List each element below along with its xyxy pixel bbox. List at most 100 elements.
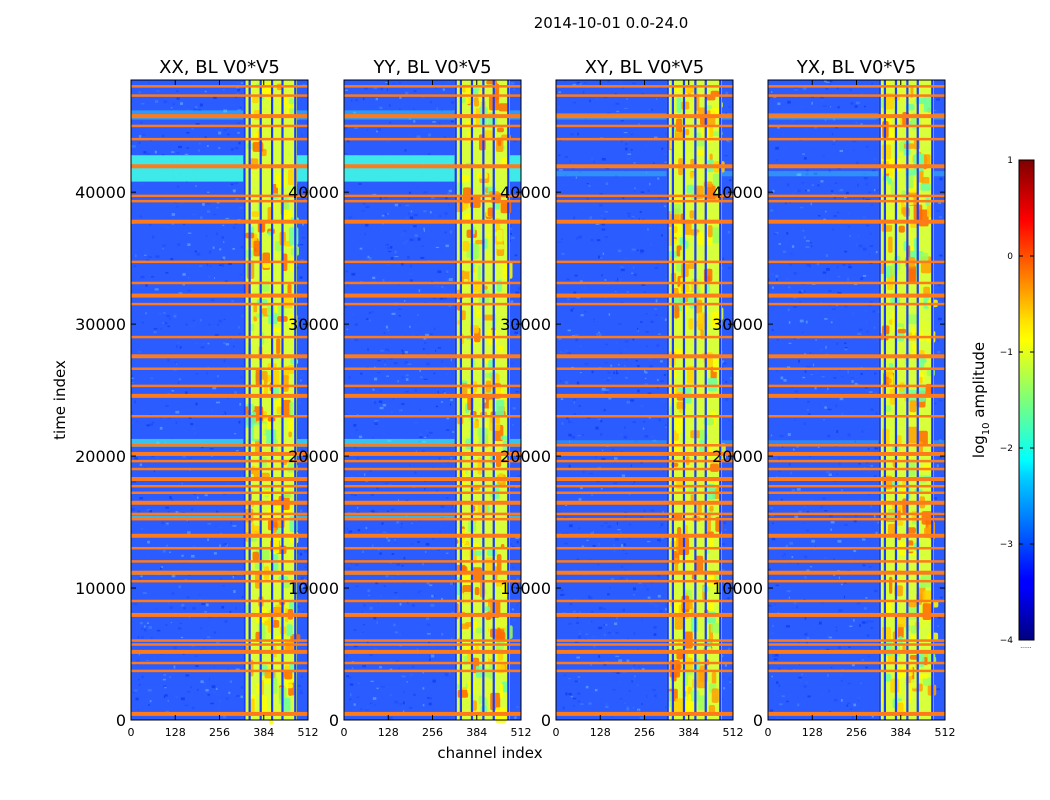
noise-speck bbox=[423, 378, 428, 380]
noise-speck bbox=[828, 689, 830, 693]
noise-speck bbox=[563, 674, 567, 676]
noise-speck bbox=[297, 606, 300, 609]
noise-speck bbox=[206, 234, 209, 238]
noise-speck bbox=[653, 602, 655, 606]
noise-speck bbox=[171, 390, 175, 392]
noise-speck bbox=[212, 386, 217, 390]
noise-speck bbox=[875, 251, 878, 254]
noise-speck bbox=[665, 608, 668, 611]
noise-speck bbox=[781, 695, 785, 698]
noise-speck bbox=[345, 413, 348, 416]
noise-speck bbox=[377, 128, 381, 132]
noise-speck bbox=[230, 521, 232, 525]
noise-speck bbox=[838, 576, 841, 580]
noise-speck bbox=[141, 528, 143, 530]
band-blob bbox=[888, 362, 894, 368]
noise-speck bbox=[137, 636, 139, 639]
noise-speck bbox=[512, 198, 516, 200]
noise-speck bbox=[405, 646, 407, 649]
noise-speck bbox=[832, 139, 837, 142]
channel-gap bbox=[883, 80, 887, 720]
noise-speck bbox=[145, 283, 148, 287]
noise-speck bbox=[398, 633, 403, 636]
noise-speck bbox=[216, 374, 220, 378]
noise-speck bbox=[366, 129, 369, 131]
noise-speck bbox=[873, 514, 876, 518]
noise-speck bbox=[170, 258, 174, 261]
noise-speck bbox=[806, 529, 810, 532]
noise-speck bbox=[156, 629, 161, 632]
noise-speck bbox=[607, 632, 612, 634]
noise-speck bbox=[167, 417, 172, 419]
flagged-row bbox=[344, 491, 521, 495]
band-blob bbox=[881, 144, 892, 160]
noise-speck bbox=[387, 539, 391, 542]
noise-speck bbox=[568, 421, 573, 423]
band-blob bbox=[500, 201, 512, 214]
noise-speck bbox=[556, 511, 561, 514]
noise-speck bbox=[572, 610, 576, 613]
flagged-row bbox=[344, 570, 521, 575]
noise-speck bbox=[155, 608, 158, 610]
noise-speck bbox=[865, 183, 868, 186]
noise-speck bbox=[649, 602, 653, 606]
noise-speck bbox=[403, 300, 406, 302]
noise-speck bbox=[386, 264, 391, 267]
noise-speck bbox=[636, 327, 639, 331]
noise-speck bbox=[408, 465, 410, 467]
band-blob bbox=[474, 587, 480, 596]
flagged-row bbox=[768, 281, 945, 285]
band-blob bbox=[264, 620, 272, 626]
noise-speck bbox=[817, 215, 821, 217]
noise-speck bbox=[412, 332, 415, 336]
noise-speck bbox=[438, 457, 441, 461]
noise-speck bbox=[604, 389, 609, 392]
x-tick-label: 256 bbox=[634, 726, 655, 739]
noise-speck bbox=[223, 342, 226, 345]
noise-speck bbox=[158, 684, 162, 687]
noise-speck bbox=[870, 408, 874, 411]
noise-speck bbox=[434, 197, 438, 199]
noise-speck bbox=[164, 694, 168, 697]
noise-speck bbox=[216, 646, 218, 649]
band-blob bbox=[254, 131, 259, 139]
noise-speck bbox=[206, 234, 208, 237]
noise-speck bbox=[620, 451, 623, 453]
noise-speck bbox=[821, 375, 825, 378]
noise-speck bbox=[599, 192, 603, 196]
noise-speck bbox=[406, 465, 410, 468]
noise-speck bbox=[453, 110, 456, 113]
noise-speck bbox=[727, 597, 730, 600]
noise-speck bbox=[823, 80, 827, 83]
noise-speck bbox=[590, 157, 594, 161]
noise-speck bbox=[149, 510, 153, 513]
noise-speck bbox=[149, 700, 152, 703]
noise-speck bbox=[721, 569, 725, 571]
noise-speck bbox=[370, 680, 374, 682]
noise-speck bbox=[608, 313, 611, 316]
noise-speck bbox=[579, 420, 581, 422]
noise-speck bbox=[411, 604, 415, 607]
band-blob bbox=[267, 206, 273, 222]
noise-speck bbox=[615, 632, 619, 634]
noise-speck bbox=[786, 590, 791, 593]
noise-speck bbox=[428, 333, 431, 336]
band-blob bbox=[699, 439, 705, 454]
noise-speck bbox=[773, 233, 777, 235]
noise-speck bbox=[640, 321, 643, 323]
noise-speck bbox=[516, 540, 519, 544]
noise-speck bbox=[803, 236, 806, 239]
noise-speck bbox=[234, 658, 237, 660]
noise-speck bbox=[181, 659, 185, 662]
noise-speck bbox=[216, 510, 219, 513]
noise-speck bbox=[381, 424, 384, 428]
noise-speck bbox=[224, 412, 227, 415]
flagged-row bbox=[131, 367, 308, 370]
noise-speck bbox=[598, 655, 601, 658]
noise-speck bbox=[776, 370, 778, 372]
flagged-row bbox=[131, 711, 308, 716]
noise-speck bbox=[807, 366, 812, 369]
noise-speck bbox=[235, 668, 240, 671]
noise-speck bbox=[591, 610, 594, 614]
noise-speck bbox=[932, 109, 937, 112]
